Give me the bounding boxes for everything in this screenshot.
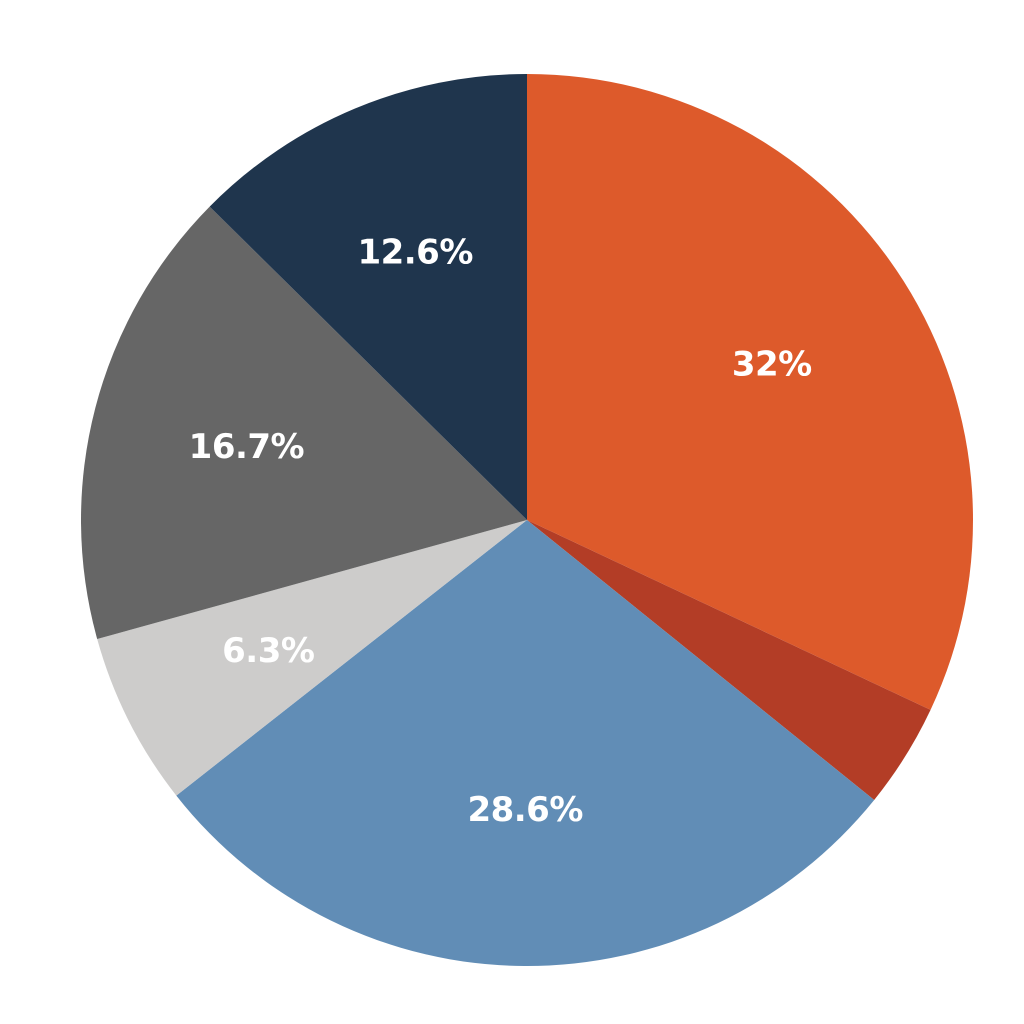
pie-slice-label-5: 12.6% bbox=[357, 233, 472, 273]
pie-slice-0 bbox=[527, 74, 973, 710]
pie-slice-label-0: 32% bbox=[732, 345, 812, 385]
pie-slice-label-4: 16.7% bbox=[189, 427, 304, 467]
pie-slice-3 bbox=[97, 520, 528, 796]
pie-slice-1 bbox=[527, 520, 931, 800]
pie-slice-label-2: 28.6% bbox=[467, 790, 582, 830]
pie-slice-2 bbox=[176, 520, 875, 966]
pie-slices bbox=[81, 74, 973, 966]
pie-slice-label-3: 6.3% bbox=[222, 631, 314, 671]
pie-labels: 32% 28.6% 6.3% 16.7% 12.6% bbox=[189, 233, 813, 830]
pie-slice-4 bbox=[81, 206, 528, 640]
pie-slice-5 bbox=[209, 74, 527, 520]
